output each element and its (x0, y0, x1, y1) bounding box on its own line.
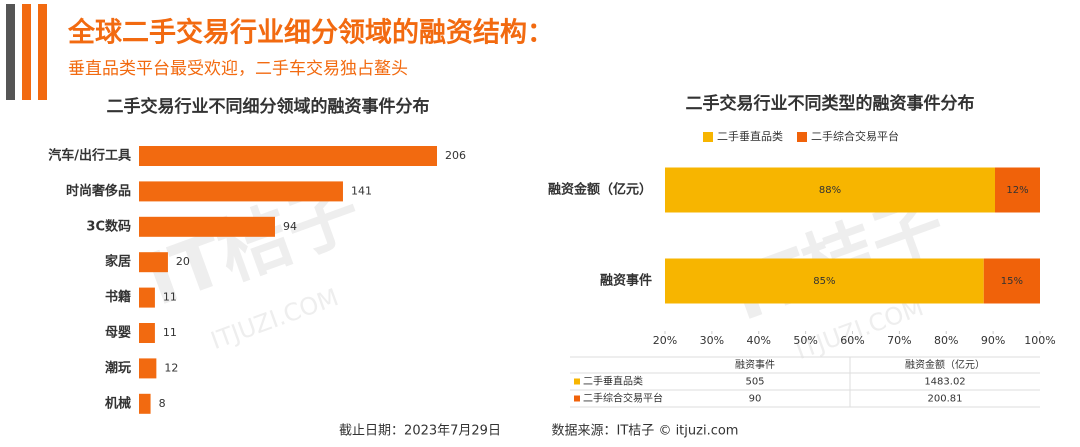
table-header: 融资事件 (735, 358, 775, 371)
category-label: 3C数码 (86, 218, 131, 234)
category-label: 融资事件 (600, 273, 652, 289)
category-label: 书籍 (105, 289, 131, 305)
legend-swatch (703, 132, 713, 142)
value-label: 12 (164, 361, 178, 374)
table-cell: 二手综合交易平台 (583, 392, 663, 405)
legend-swatch (797, 132, 807, 142)
footer-date: 截止日期：2023年7月29日 (339, 424, 501, 439)
category-label: 汽车/出行工具 (48, 148, 131, 164)
table-cell: 二手垂直品类 (583, 375, 643, 388)
value-label: 85% (813, 276, 835, 287)
bar (139, 323, 155, 343)
category-label: 融资金额（亿元） (548, 182, 652, 198)
x-tick-label: 20% (653, 334, 677, 347)
x-tick-label: 40% (747, 334, 771, 347)
bar-segment (665, 167, 995, 213)
category-label: 机械 (105, 395, 131, 411)
category-label: 家居 (105, 254, 131, 270)
row-swatch (574, 378, 580, 385)
value-label: 8 (159, 397, 166, 410)
legend-label: 二手垂直品类 (717, 129, 783, 143)
chart-title: 二手交易行业不同类型的融资事件分布 (686, 93, 975, 114)
bar (139, 393, 151, 414)
x-tick-label: 60% (840, 334, 864, 347)
logo-bar (38, 4, 47, 100)
value-label: 88% (819, 185, 841, 196)
value-label: 12% (1006, 185, 1028, 196)
table-header: 融资金额（亿元） (905, 358, 985, 371)
bar-segment (983, 258, 1040, 304)
bar (139, 216, 275, 237)
bar (139, 181, 343, 202)
x-tick-label: 70% (887, 334, 911, 347)
value-label: 94 (283, 220, 297, 233)
category-label: 时尚奢侈品 (66, 183, 131, 199)
category-label: 潮玩 (105, 360, 131, 376)
row-swatch (574, 395, 580, 402)
table-cell: 90 (749, 394, 762, 405)
logo-bar (22, 4, 31, 100)
x-tick-label: 80% (934, 334, 958, 347)
legend-label: 二手综合交易平台 (811, 129, 899, 143)
x-tick-label: 100% (1024, 334, 1055, 347)
bar (139, 146, 437, 166)
table-cell: 505 (745, 377, 764, 388)
bar (139, 287, 155, 308)
bar-segment (665, 258, 984, 304)
x-tick-label: 90% (981, 334, 1005, 347)
title: 全球二手交易行业细分领域的融资结构： (67, 17, 554, 49)
value-label: 15% (1001, 276, 1023, 287)
logo-bar (6, 4, 15, 100)
bar (139, 252, 168, 273)
value-label: 141 (351, 184, 372, 197)
value-label: 11 (163, 291, 177, 304)
x-tick-label: 30% (700, 334, 724, 347)
chart-title: 二手交易行业不同细分领域的融资事件分布 (107, 96, 430, 117)
category-label: 母婴 (105, 325, 131, 341)
bar (139, 358, 157, 379)
value-label: 206 (445, 149, 466, 162)
table-cell: 1483.02 (924, 377, 965, 388)
table-cell: 200.81 (928, 394, 963, 405)
x-tick-label: 50% (793, 334, 817, 347)
bar-segment (995, 167, 1040, 213)
subtitle: 垂直品类平台最受欢迎，二手车交易独占鳌头 (68, 59, 408, 79)
value-label: 20 (176, 255, 190, 268)
value-label: 11 (163, 326, 177, 339)
footer-source: 数据来源：IT桔子 © itjuzi.com (552, 424, 739, 439)
